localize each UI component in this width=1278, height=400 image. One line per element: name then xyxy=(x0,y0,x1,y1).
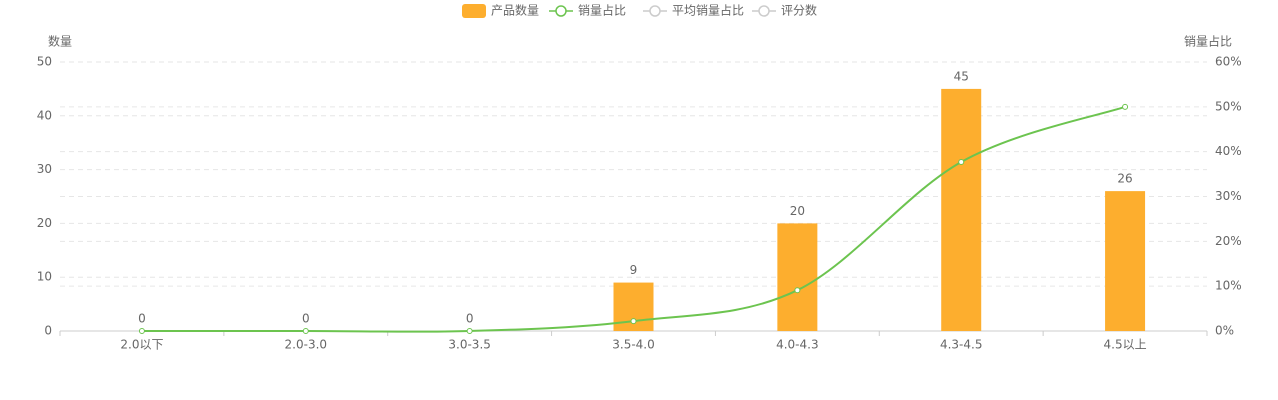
data-label: 0 xyxy=(138,312,146,326)
legend-icon xyxy=(555,5,567,17)
y2-tick-label: 10% xyxy=(1215,279,1242,293)
bar xyxy=(941,88,982,332)
y-tick-label: 50 xyxy=(37,55,52,69)
x-tick-label: 4.5以上 xyxy=(1104,338,1147,352)
line-point xyxy=(138,328,145,334)
y2-tick-label: 0% xyxy=(1215,324,1234,338)
line-point xyxy=(466,328,473,334)
legend-label[interactable]: 产品数量 xyxy=(491,3,539,18)
legend-label[interactable]: 平均销量占比 xyxy=(672,3,744,18)
legend-icon xyxy=(649,5,661,17)
x-tick-label: 4.3-4.5 xyxy=(940,338,983,352)
bar xyxy=(1105,191,1146,331)
bar xyxy=(777,223,818,331)
y-tick-label: 30 xyxy=(37,162,52,176)
y2-tick-label: 30% xyxy=(1215,189,1242,203)
data-label: 20 xyxy=(790,204,805,218)
data-label: 26 xyxy=(1117,172,1132,186)
data-label: 0 xyxy=(302,312,310,326)
legend-label[interactable]: 评分数 xyxy=(781,3,817,18)
data-label: 45 xyxy=(954,69,969,83)
y2-tick-label: 60% xyxy=(1215,55,1242,69)
y-tick-label: 40 xyxy=(37,108,52,122)
y-tick-label: 10 xyxy=(37,270,52,284)
line-point xyxy=(1122,103,1129,110)
legend-label[interactable]: 销量占比 xyxy=(578,3,626,18)
y-tick-label: 20 xyxy=(37,216,52,230)
y2-tick-label: 20% xyxy=(1215,234,1242,248)
line-point xyxy=(630,318,637,325)
x-tick-label: 2.0-3.0 xyxy=(285,338,328,352)
data-label: 0 xyxy=(466,312,474,326)
x-tick-label: 2.0以下 xyxy=(120,338,163,352)
x-tick-label: 3.5-4.0 xyxy=(612,338,655,352)
line-point xyxy=(794,287,801,294)
line-point xyxy=(958,158,965,165)
x-tick-label: 3.0-3.5 xyxy=(448,338,491,352)
legend-icon xyxy=(462,4,486,18)
y-tick-label: 0 xyxy=(44,324,52,338)
y2-tick-label: 40% xyxy=(1215,144,1242,158)
y2-axis-title: 销量占比 xyxy=(1184,34,1232,49)
x-tick-label: 4.0-4.3 xyxy=(776,338,819,352)
legend-icon xyxy=(758,5,770,17)
y-axis-title: 数量 xyxy=(48,34,72,49)
y2-tick-label: 50% xyxy=(1215,99,1242,113)
data-label: 9 xyxy=(630,263,638,277)
line-point xyxy=(302,328,309,334)
